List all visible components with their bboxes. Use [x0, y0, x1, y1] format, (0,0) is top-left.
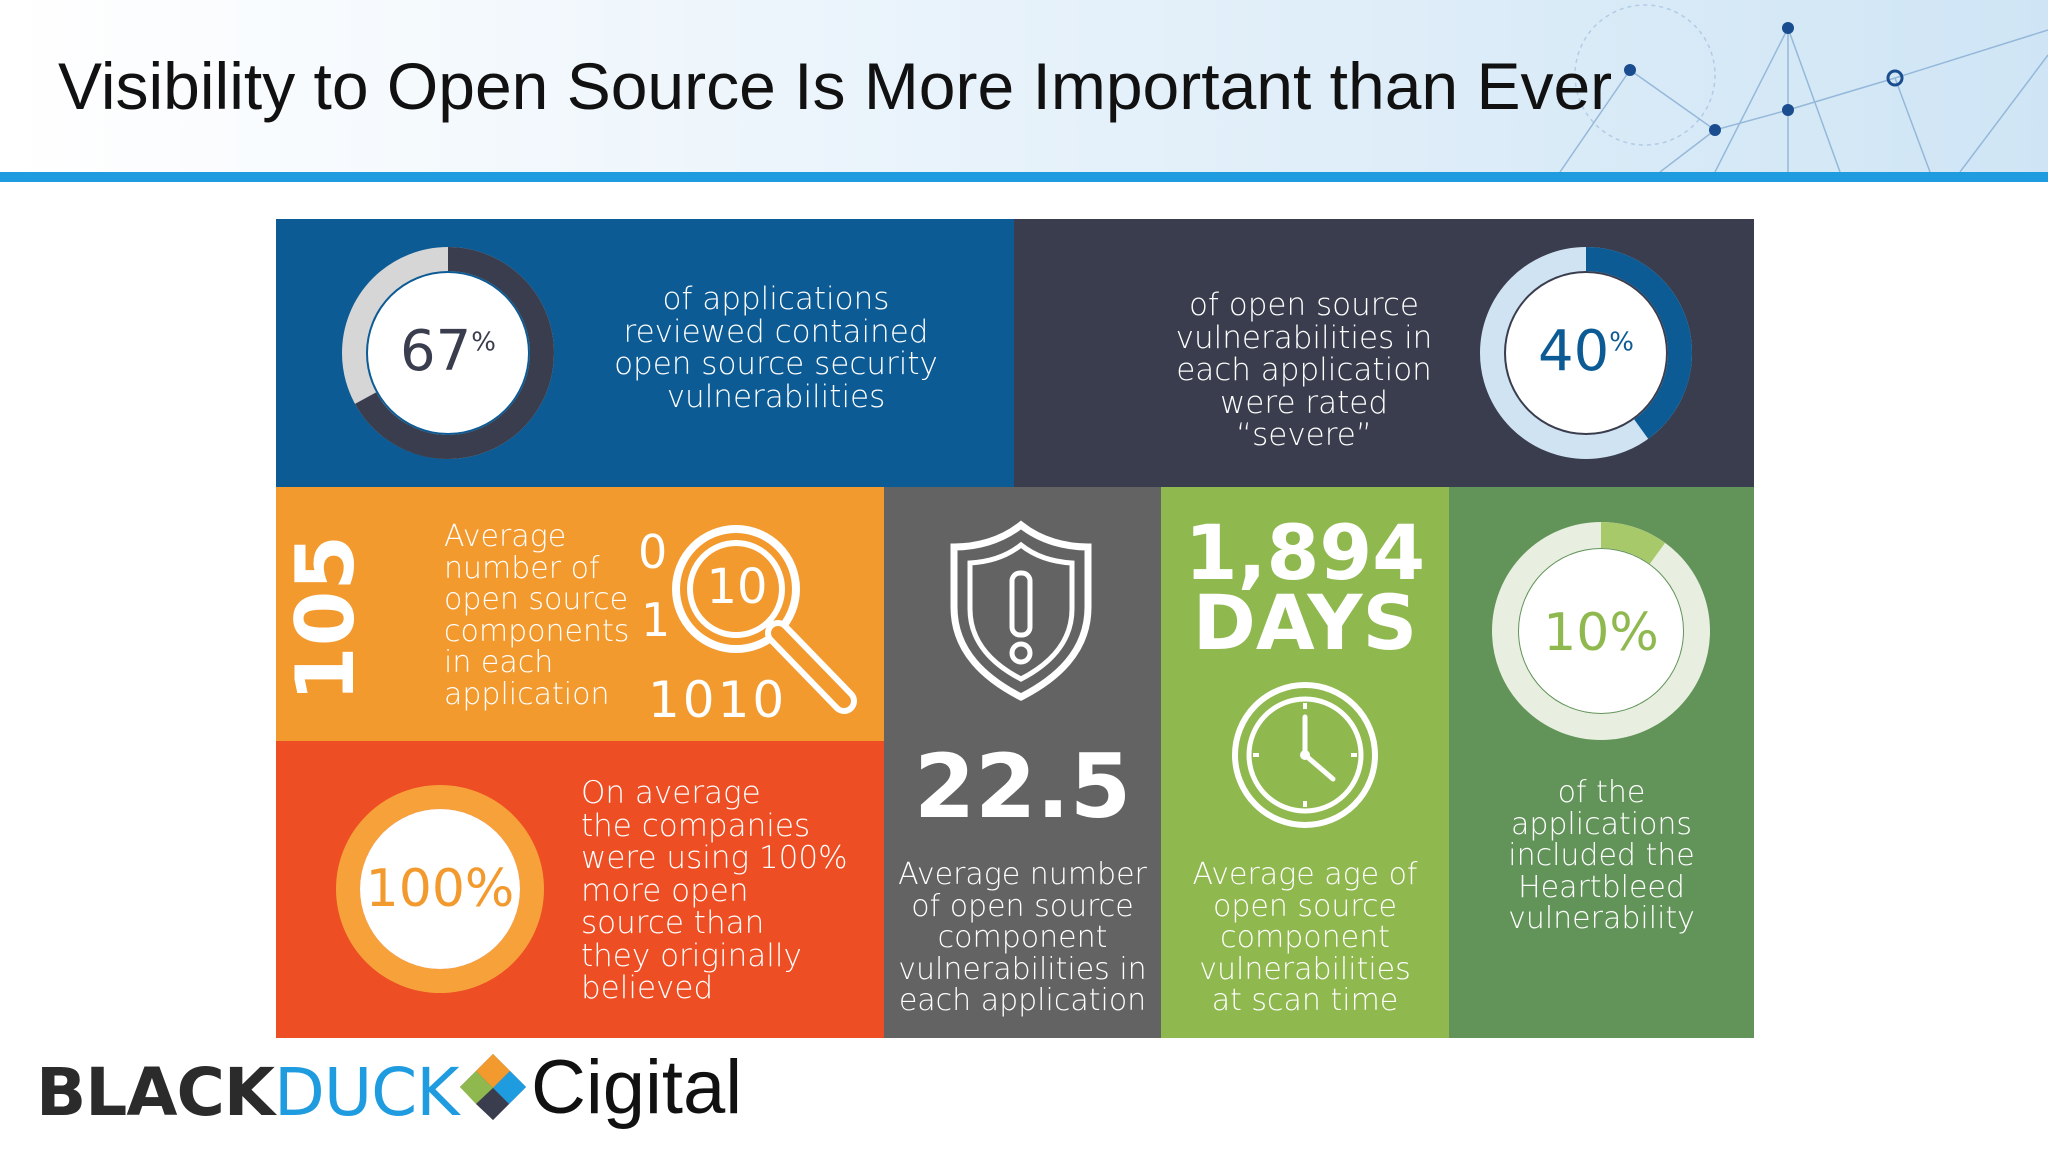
- stat-67-label: of applications reviewed contained open …: [614, 281, 938, 415]
- binary-digit-mid: 1: [641, 593, 671, 647]
- binary-digits-bottom: 1010: [648, 671, 788, 729]
- stat-22-5-label: Average number of open source component …: [898, 857, 1147, 1018]
- stat-tile-severe: of open source vulnerabilities in each a…: [1014, 219, 1754, 487]
- slide-header: Visibility to Open Source Is More Import…: [0, 0, 2048, 172]
- stat-10-label: of the applications included the Heartbl…: [1508, 775, 1695, 936]
- binary-digit-top: 0: [638, 525, 668, 579]
- stat-100-label: On average the companies were using 100%…: [581, 775, 848, 1007]
- stat-tile-components: 105 Average number of open source compon…: [276, 487, 884, 741]
- network-decoration-icon: [1559, 4, 2048, 172]
- stat-22-5-value: 22.5: [913, 735, 1132, 838]
- cigital-logo-icon: [460, 1054, 526, 1120]
- ring-40-icon: [1480, 247, 1692, 459]
- slide-title: Visibility to Open Source Is More Import…: [58, 49, 1613, 123]
- stat-10-value: 10%: [1543, 603, 1659, 663]
- stat-age-label: Average age of open source component vul…: [1192, 857, 1418, 1018]
- stat-tile-apps-with-vulnerabilities: 67% of applications reviewed contained o…: [276, 219, 1014, 487]
- blackduck-logo: BLACKDUCK: [36, 1054, 460, 1131]
- stat-tile-vulns-per-app: 22.5 Average number of open source compo…: [884, 487, 1161, 1038]
- magnifier-lens-text: 10: [706, 559, 768, 615]
- stat-67-value: 67%: [400, 319, 496, 384]
- stat-tile-age: 1,894 DAYS Average age of open source co…: [1161, 487, 1449, 1038]
- stat-tile-underestimate: 100% On average the companies were using…: [276, 741, 884, 1038]
- stat-1894-value: 1,894: [1184, 508, 1426, 597]
- stat-100-value: 100%: [365, 859, 515, 919]
- header-rule: [0, 172, 2048, 182]
- open-source-infographic: 67% of applications reviewed contained o…: [276, 219, 1754, 1038]
- stat-40-label: of open source vulnerabilities in each a…: [1175, 287, 1433, 454]
- stat-105-value: 105: [279, 535, 372, 702]
- magnifier-icon: [672, 525, 857, 714]
- stat-tile-heartbleed: 10% of the applications included the Hea…: [1449, 487, 1754, 1038]
- stat-105-label: Average number of open source components…: [444, 519, 630, 712]
- cigital-logo-text: Cigital: [531, 1045, 743, 1130]
- ring-10-icon: [1492, 522, 1710, 740]
- stat-days-unit: DAYS: [1192, 578, 1418, 667]
- ring-67-icon: [342, 247, 554, 459]
- shield-warning-icon: [950, 520, 1092, 701]
- clock-icon: [1232, 682, 1378, 828]
- ring-100-icon: [336, 785, 544, 993]
- stat-40-value: 40%: [1538, 319, 1634, 384]
